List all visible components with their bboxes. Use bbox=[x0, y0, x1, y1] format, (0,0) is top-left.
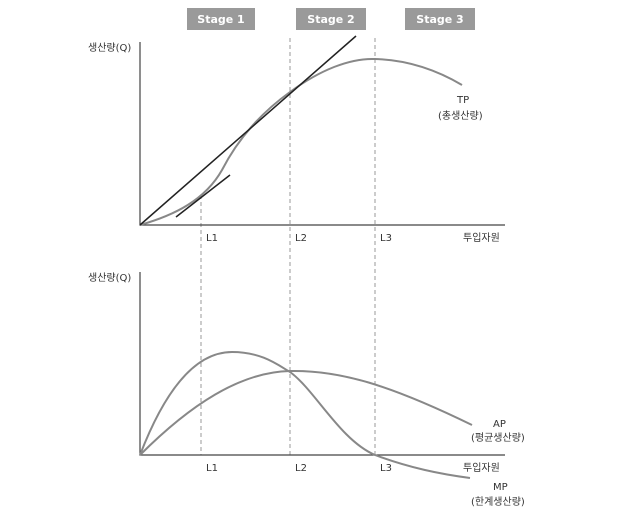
curve-label: TP bbox=[456, 95, 469, 106]
axes bbox=[139, 272, 505, 456]
curve-label: (총생산량) bbox=[438, 110, 483, 122]
curve-label: (평균생산량) bbox=[471, 432, 525, 444]
axes bbox=[139, 42, 505, 226]
stage-box bbox=[296, 8, 366, 30]
curve-label: MP bbox=[493, 482, 508, 493]
x-marker: L1 bbox=[206, 463, 218, 474]
stage-label: Stage 1 bbox=[197, 13, 244, 26]
stage-label: Stage 3 bbox=[416, 13, 463, 26]
curve-label: AP bbox=[493, 419, 506, 430]
x-axis-label: 투입자원 bbox=[463, 231, 500, 244]
x-marker: L2 bbox=[295, 463, 307, 474]
x-marker: L3 bbox=[380, 233, 392, 244]
tangent-line bbox=[139, 35, 357, 226]
ap-curve bbox=[139, 369, 473, 456]
curve-label: (한계생산량) bbox=[471, 496, 525, 508]
stage-box bbox=[187, 8, 255, 30]
tangent-line bbox=[175, 174, 231, 218]
stage-box bbox=[405, 8, 475, 30]
y-axis-label: 생산량(Q) bbox=[88, 272, 131, 284]
stage-label: Stage 2 bbox=[307, 13, 354, 26]
x-marker: L1 bbox=[206, 233, 218, 244]
tp-curve bbox=[139, 57, 463, 226]
y-axis-label: 생산량(Q) bbox=[88, 42, 131, 54]
x-axis-label: 투입자원 bbox=[463, 461, 500, 474]
x-marker: L2 bbox=[295, 233, 307, 244]
x-marker: L3 bbox=[380, 463, 392, 474]
